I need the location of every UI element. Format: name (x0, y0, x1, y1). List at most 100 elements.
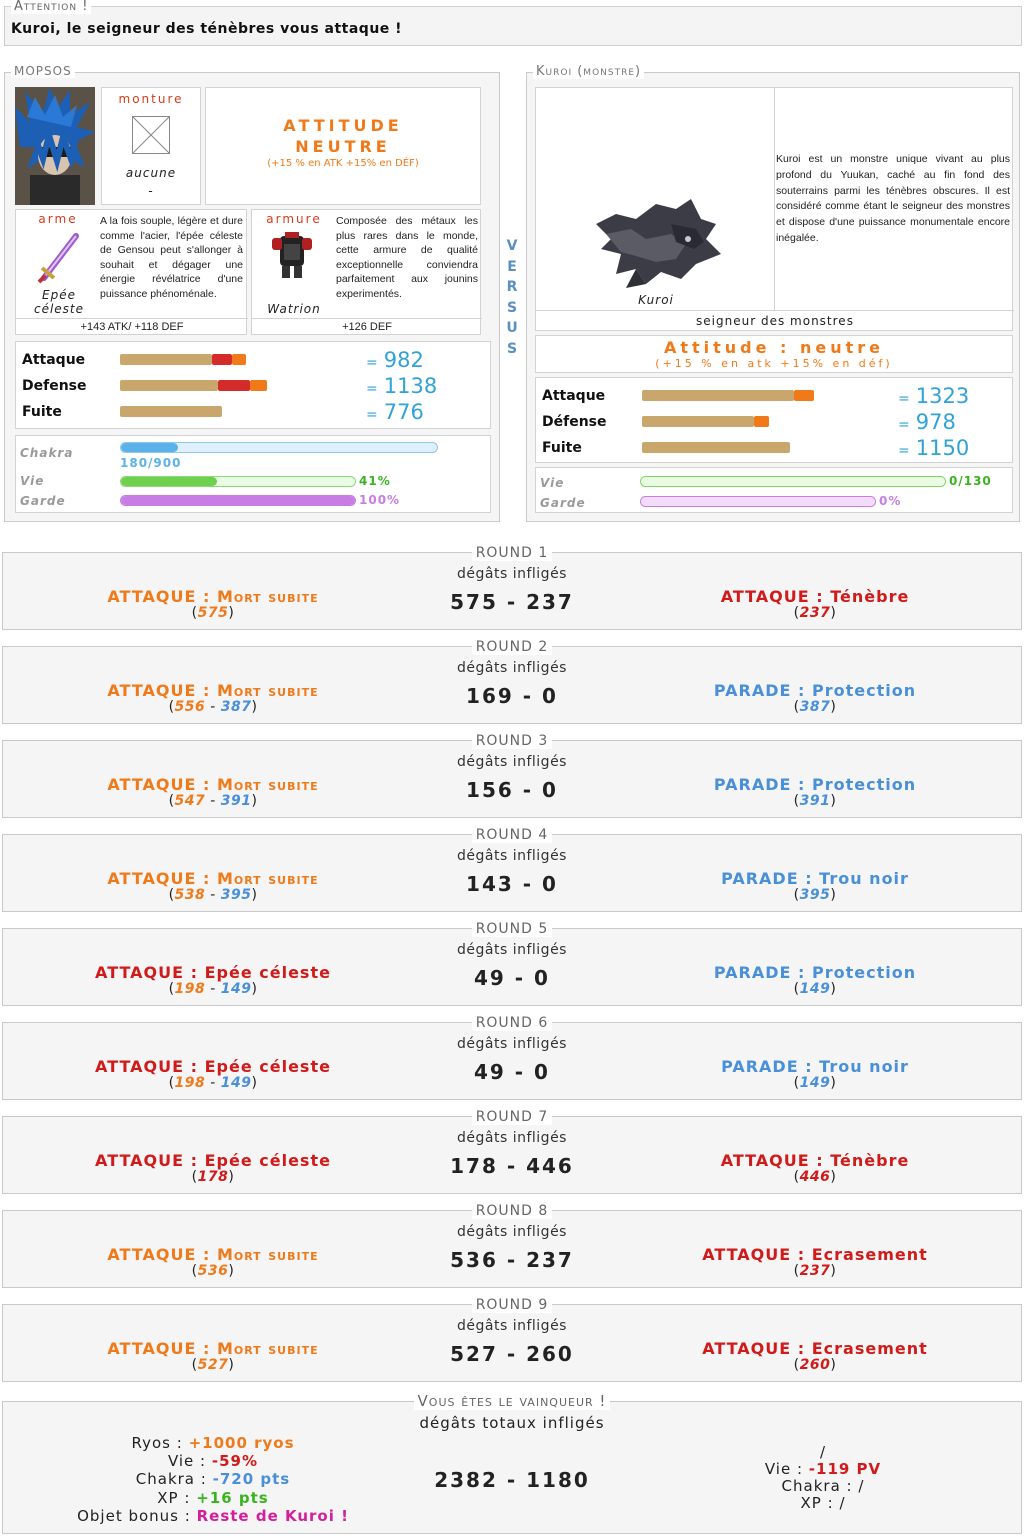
monster-action-detail: (391) (793, 793, 837, 809)
sword-icon (36, 228, 86, 284)
stat-value: = 1150 (898, 436, 970, 460)
summary-sub: dégâts totaux infligés (419, 1414, 605, 1432)
defense-bar-attitude (754, 416, 769, 427)
player-action-detail: (198 - 149) (168, 981, 258, 997)
stat-row-defense: Defense = 1138 (16, 374, 490, 400)
round-row: ROUND 9 dégâts infligés 527 - 260 ATTAQUE :… (2, 1297, 1022, 1382)
stat-value: = 978 (898, 410, 956, 434)
round-score: 49 - 0 (474, 1060, 550, 1084)
monster-info-box: Kuroi Kuroi est un monstre unique vivant… (535, 87, 1014, 331)
monster-result-chakra: Chakra : / (781, 1477, 865, 1495)
round-score: 169 - 0 (466, 684, 558, 708)
round-row: ROUND 4 dégâts infligés 143 - 0 ATTAQUE : M… (2, 827, 1022, 912)
weapon-box: arme Epée céleste A la fois souple, légè… (15, 209, 248, 335)
vie-label: Vie (540, 476, 565, 490)
reward-ryos: Ryos : +1000 ryos (131, 1434, 295, 1452)
weapon-description: A la fois souple, légère et dure comme l… (100, 215, 243, 300)
round-sub: dégâts infligés (457, 754, 567, 770)
stat-value: = 1138 (366, 374, 438, 398)
attack-bar-bonus (212, 354, 232, 365)
stat-value: = 982 (366, 348, 424, 372)
defense-bar-attitude (250, 380, 267, 391)
round-score: 527 - 260 (450, 1342, 574, 1366)
armor-description: Composée des métaux les plus rares dans … (336, 215, 478, 300)
monster-attitude: Attitude : neutre (663, 338, 885, 357)
round-title: ROUND 7 (3, 1106, 1021, 1125)
monster-action: ATTAQUE : Ecrasement (260) (645, 1339, 985, 1372)
monster-action: ATTAQUE : Ténèbre (446) (645, 1151, 985, 1184)
round-title: ROUND 5 (3, 918, 1021, 937)
summary-title: Vous êtes le vainqueur ! (3, 1391, 1021, 1410)
monster-action: PARADE : Trou noir (149) (645, 1057, 985, 1090)
monster-action-detail: (446) (793, 1169, 837, 1185)
attention-box: Attention ! Kuroi, le seigneur des ténèb… (4, 0, 1022, 46)
attack-bar-attitude (232, 354, 246, 365)
player-action-detail: (538 - 395) (168, 887, 258, 903)
garde-gauge-fill (641, 497, 875, 506)
reward-bonus-item: Objet bonus : Reste de Kuroi ! (77, 1506, 349, 1525)
garde-text: 100% (359, 493, 401, 507)
mount-box: monture aucune - (101, 87, 201, 205)
round-sub: dégâts infligés (457, 1318, 567, 1334)
monster-action-detail: (395) (793, 887, 837, 903)
armor-icon (270, 230, 314, 280)
monster-action: PARADE : Protection (149) (645, 963, 985, 996)
garde-label: Garde (20, 494, 66, 508)
monster-result-line0: / (819, 1443, 827, 1461)
player-action: ATTAQUE : Epée céleste (178) (43, 1151, 383, 1184)
round-title: ROUND 8 (3, 1200, 1021, 1219)
round-title: ROUND 3 (3, 730, 1021, 749)
stat-name: Defense (22, 378, 87, 394)
armor-name: Watrion (267, 302, 321, 316)
monster-action: ATTAQUE : Ecrasement (237) (645, 1245, 985, 1278)
armor-box: armure Watrion Composée des métaux les p… (251, 209, 482, 335)
reward-xp: XP : +16 pts (157, 1488, 269, 1507)
round-sub: dégâts infligés (457, 566, 567, 582)
vie-text: 41% (359, 474, 391, 488)
weapon-divider (16, 318, 248, 319)
monster-action: ATTAQUE : Ténèbre (237) (645, 587, 985, 620)
player-action-detail: (547 - 391) (168, 793, 258, 809)
stat-name: Attaque (22, 352, 86, 368)
stat-row-defense: Défense = 978 (536, 410, 1012, 436)
mount-bonus: - (148, 184, 154, 198)
round-title: ROUND 6 (3, 1012, 1021, 1031)
monster-portrait (576, 184, 736, 294)
monster-result-xp: XP : / (800, 1494, 846, 1512)
defense-bar (120, 380, 218, 391)
stat-name: Fuite (22, 404, 62, 420)
player-avatar (15, 87, 95, 205)
vie-gauge (120, 476, 356, 487)
vie-text: 0/130 (949, 474, 992, 488)
round-row: ROUND 6 dégâts infligés 49 - 0 ATTAQUE : Ep… (2, 1015, 1022, 1100)
monster-description: Kuroi est un monstre unique vivant au pl… (776, 153, 1010, 244)
monster-action-detail: (149) (793, 981, 837, 997)
monster-attitude-bonus: (+15 % en atk +15% en déf) (655, 357, 893, 370)
player-stats-box: Attaque = 982 Defense = 1138 Fuite = 776 (15, 341, 491, 429)
round-row: ROUND 8 dégâts infligés 536 - 237 ATTAQUE :… (2, 1203, 1022, 1288)
weapon-label: arme (38, 212, 78, 226)
stat-row-attack: Attaque = 982 (16, 348, 490, 374)
vie-gauge-fill (121, 477, 217, 486)
garde-gauge (640, 496, 876, 507)
stat-value: = 1323 (898, 384, 970, 408)
round-title: ROUND 1 (3, 542, 1021, 561)
round-row: ROUND 2 dégâts infligés 169 - 0 ATTAQUE : M… (2, 639, 1022, 724)
stat-row-flee: Fuite = 1150 (536, 436, 1012, 462)
monster-action: PARADE : Protection (391) (645, 775, 985, 808)
monster-action-detail: (237) (793, 1263, 837, 1279)
monster-title-divider (536, 310, 1014, 311)
mount-label: monture (118, 92, 184, 106)
monster-gauges-box: Vie 0/130 Garde 0% (535, 467, 1013, 513)
player-action-detail: (198 - 149) (168, 1075, 258, 1091)
round-score: 143 - 0 (466, 872, 558, 896)
monster-action-detail: (387) (793, 699, 837, 715)
player-action: ATTAQUE : Epée céleste (198 - 149) (43, 1057, 383, 1090)
empty-mount-icon (132, 116, 170, 154)
round-score: 575 - 237 (450, 590, 574, 614)
round-score: 49 - 0 (474, 966, 550, 990)
chakra-gauge-fill (121, 443, 178, 452)
armor-bonus: +126 DEF (342, 321, 392, 333)
round-sub: dégâts infligés (457, 1224, 567, 1240)
flee-bar (120, 406, 222, 417)
